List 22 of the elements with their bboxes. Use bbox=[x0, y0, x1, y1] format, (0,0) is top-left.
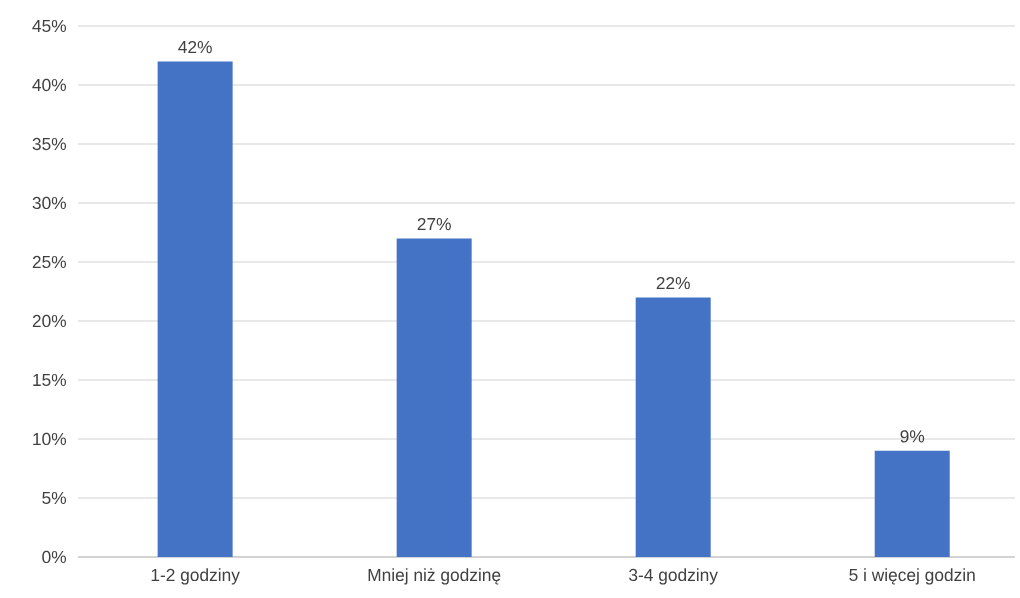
y-tick-label: 20% bbox=[32, 314, 67, 328]
y-tick-label: 35% bbox=[32, 137, 67, 151]
bar bbox=[635, 297, 711, 557]
y-tick-label: 25% bbox=[32, 255, 67, 269]
x-tick-label: 5 i więcej godzin bbox=[849, 568, 975, 585]
x-tick-label: 3-4 godziny bbox=[629, 568, 718, 585]
y-tick-label: 15% bbox=[33, 373, 67, 387]
data-label: 42% bbox=[178, 40, 212, 54]
y-tick-label: 45% bbox=[32, 19, 67, 33]
x-tick-label: Mniej niż godzinę bbox=[368, 568, 501, 585]
y-tick-label: 10% bbox=[33, 432, 67, 446]
data-label: 9% bbox=[900, 430, 925, 443]
y-tick-label: 0% bbox=[42, 550, 67, 564]
data-label: 27% bbox=[417, 217, 451, 231]
bar bbox=[874, 450, 950, 557]
data-label: 22% bbox=[656, 276, 690, 290]
y-tick-label: 30% bbox=[32, 196, 67, 210]
x-tick-label: 1-2 godziny bbox=[151, 568, 240, 585]
bar bbox=[396, 238, 472, 557]
y-tick-label: 5% bbox=[42, 491, 67, 505]
bar bbox=[157, 61, 233, 557]
y-tick-label: 40% bbox=[32, 78, 67, 92]
